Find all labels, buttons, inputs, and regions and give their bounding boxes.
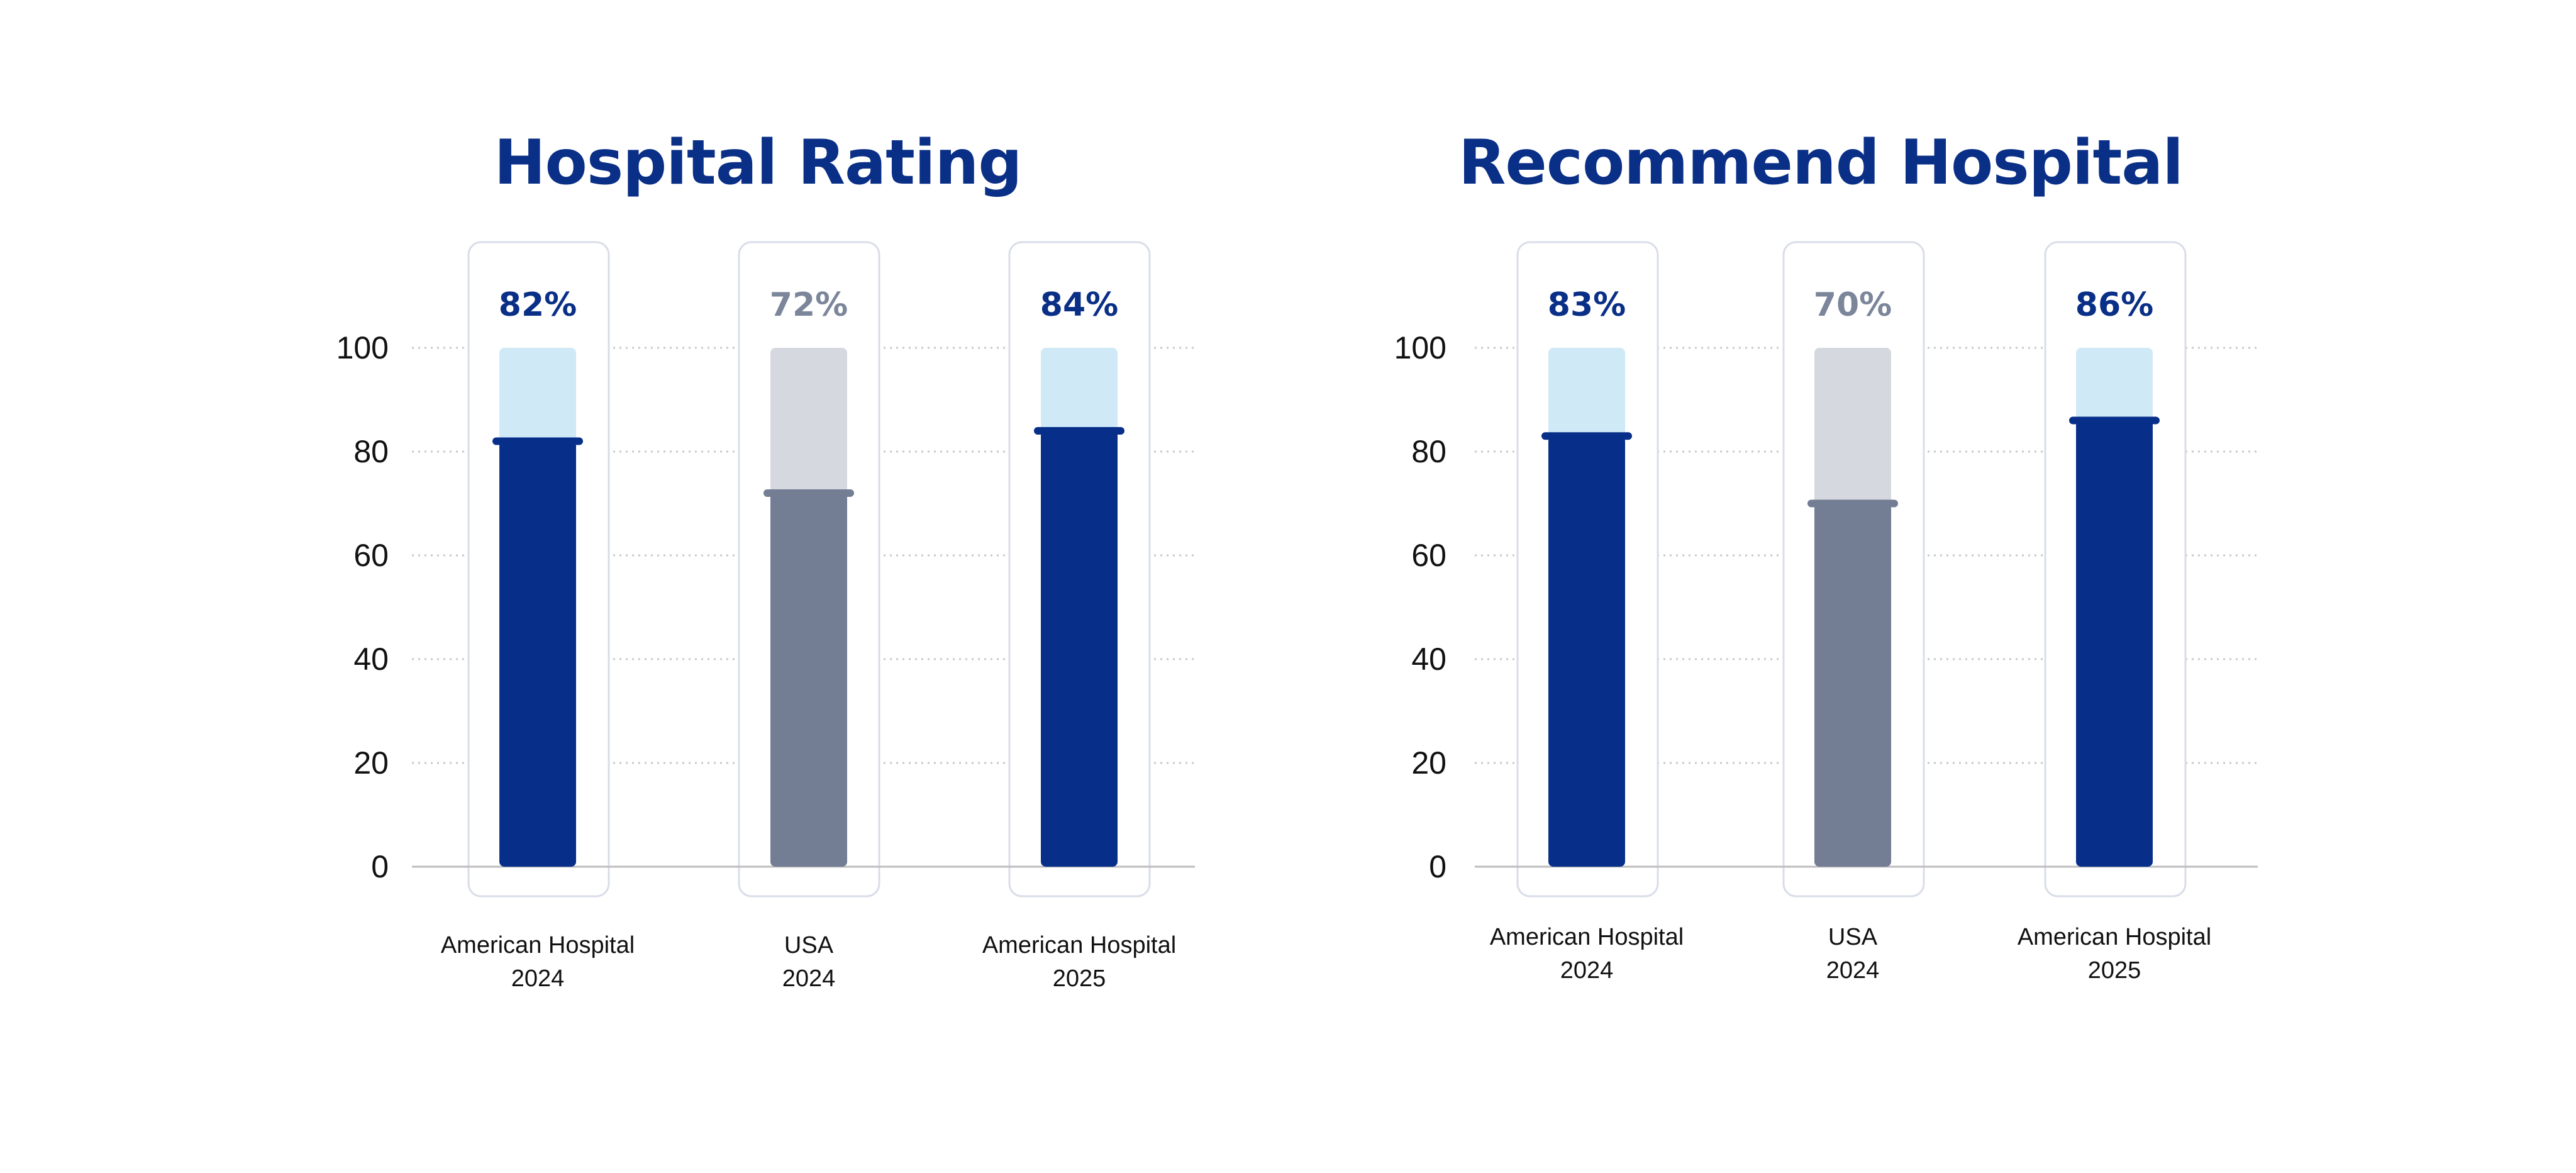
x-tick-label-year: 2025 [1053,965,1106,992]
y-tick-label: 0 [371,849,389,884]
y-tick-label: 80 [1411,434,1446,469]
y-tick-label: 100 [336,330,389,365]
bar [499,441,576,867]
bar [1548,436,1625,867]
x-tick-label: USA [1828,924,1878,950]
data-label: 82% [499,286,577,324]
bar [1041,431,1118,867]
x-tick-label-year: 2024 [782,965,836,992]
bar-cap [1541,432,1632,440]
bar-cap [763,489,854,497]
y-tick-label: 60 [1411,538,1446,573]
chart-title: Hospital Rating [494,127,1021,199]
y-tick-label: 40 [1411,642,1446,677]
bar [1814,503,1891,867]
data-label: 72% [770,286,848,324]
bar-cap [1034,427,1124,435]
x-tick-label: USA [784,932,834,959]
y-tick-label: 100 [1394,330,1446,365]
bar [2076,420,2153,867]
y-tick-label: 20 [353,745,389,781]
y-tick-label: 40 [353,642,389,677]
x-tick-label: American Hospital [441,932,635,959]
y-tick-label: 60 [353,538,389,573]
x-tick-label: American Hospital [1490,924,1684,950]
data-label: 70% [1814,286,1892,324]
x-tick-label-year: 2024 [1826,957,1880,984]
data-label: 86% [2075,286,2153,324]
y-tick-label: 20 [1411,745,1446,781]
chart-title: Recommend Hospital [1458,127,2183,199]
y-tick-label: 0 [1429,849,1446,884]
x-tick-label-year: 2024 [1560,957,1614,984]
data-label: 83% [1548,286,1626,324]
y-tick-label: 80 [353,434,389,469]
x-tick-label: American Hospital [982,932,1176,959]
bar [770,493,847,867]
chart-2: Recommend Hospital 0 20 40 60 80 100 83% America… [1394,127,2258,984]
chart-1: Hospital Rating 0 20 40 60 80 100 82% American H… [336,127,1195,992]
x-tick-label-year: 2024 [511,965,565,992]
x-tick-label-year: 2025 [2088,957,2141,984]
bar-cap [1807,499,1898,508]
bar-cap [2069,416,2160,425]
data-label: 84% [1040,286,1118,324]
bar-cap [492,437,583,445]
x-tick-label: American Hospital [2018,924,2211,950]
